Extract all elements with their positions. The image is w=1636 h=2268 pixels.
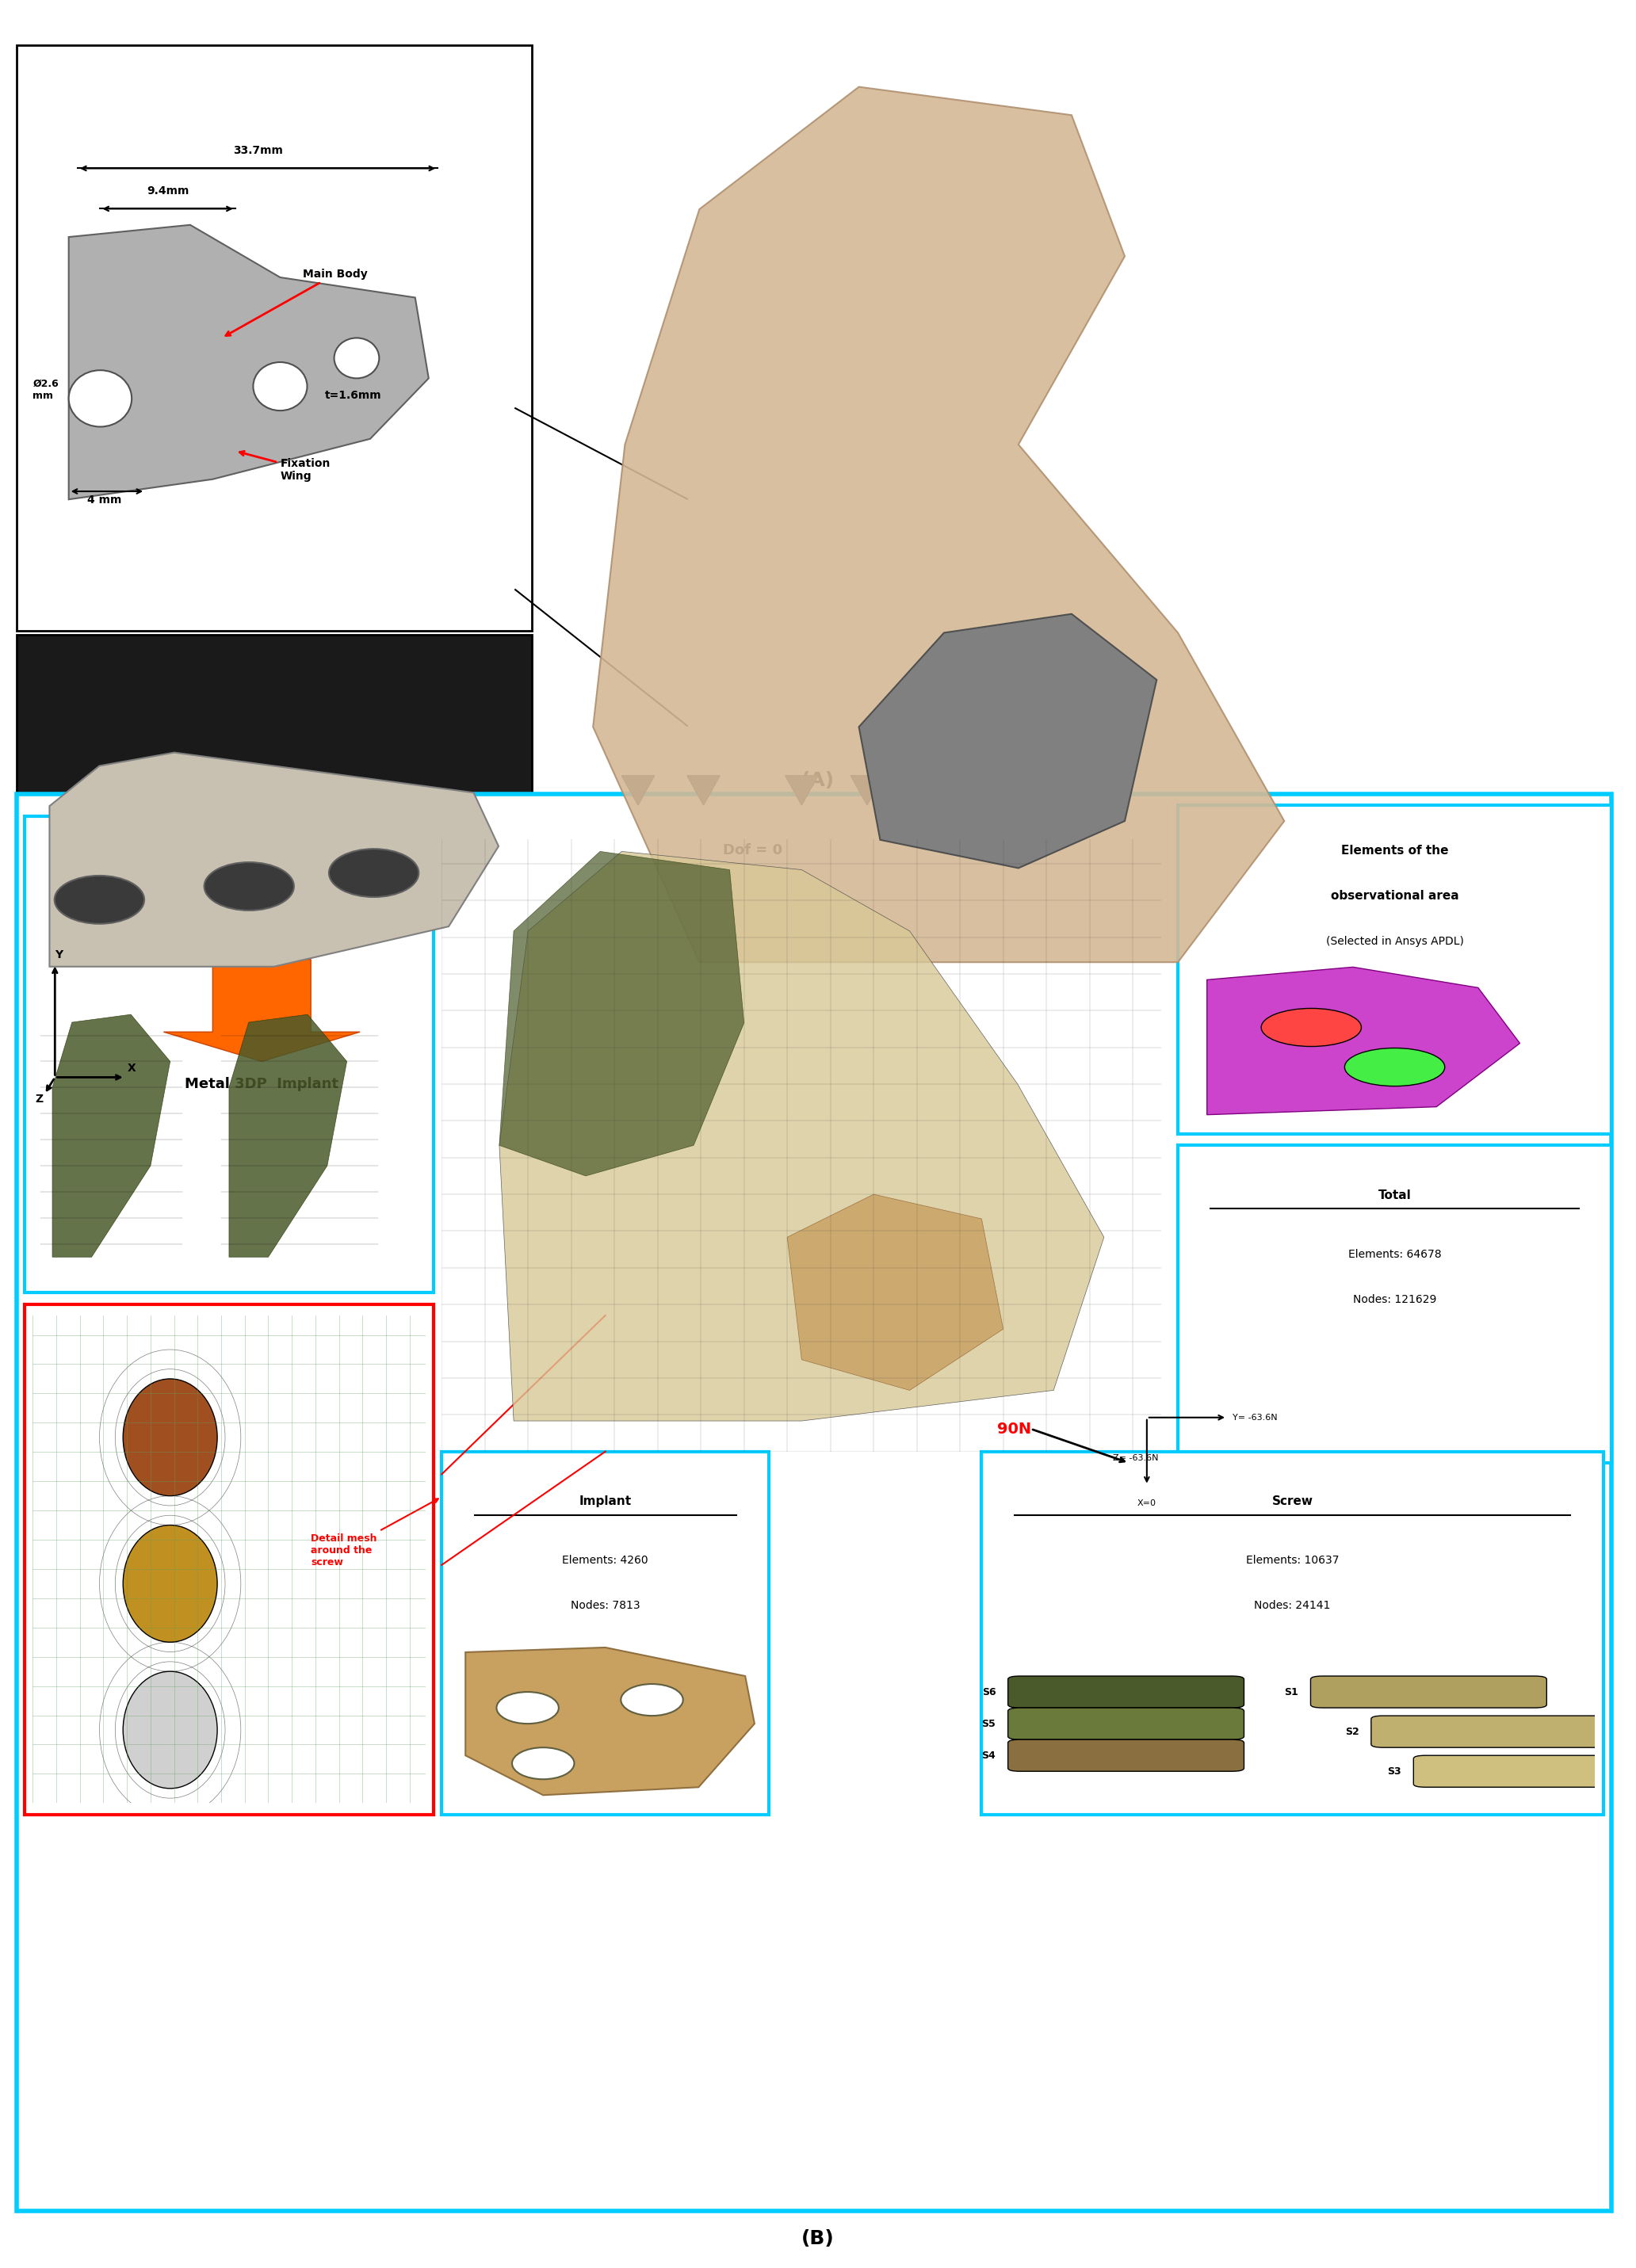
- Circle shape: [204, 862, 294, 909]
- FancyBboxPatch shape: [1414, 1755, 1636, 1787]
- Text: S5: S5: [982, 1719, 996, 1728]
- Circle shape: [329, 848, 419, 898]
- Polygon shape: [69, 225, 429, 499]
- Text: S1: S1: [1284, 1687, 1299, 1696]
- Polygon shape: [499, 850, 744, 1177]
- Text: t=1.6mm: t=1.6mm: [326, 390, 381, 401]
- Text: Y: Y: [54, 950, 62, 962]
- Polygon shape: [787, 1195, 1003, 1390]
- Text: Nodes: 24141: Nodes: 24141: [1255, 1601, 1330, 1610]
- Text: Total: Total: [1378, 1188, 1412, 1202]
- Circle shape: [123, 1379, 218, 1497]
- Polygon shape: [164, 959, 360, 1061]
- Text: 33.7mm: 33.7mm: [232, 145, 283, 156]
- Polygon shape: [622, 776, 654, 805]
- Polygon shape: [466, 1647, 754, 1796]
- Bar: [1178, 1145, 1611, 1463]
- Bar: [25, 1304, 434, 1814]
- Text: Elements: 10637: Elements: 10637: [1247, 1556, 1338, 1565]
- Polygon shape: [499, 850, 1104, 1420]
- Bar: [25, 816, 434, 1293]
- Text: (B): (B): [802, 2229, 834, 2248]
- Polygon shape: [859, 615, 1157, 869]
- Polygon shape: [594, 86, 1284, 962]
- Text: Y= -63.6N: Y= -63.6N: [1234, 1413, 1278, 1422]
- Bar: [1178, 805, 1611, 1134]
- Text: Elements of the: Elements of the: [1342, 844, 1448, 857]
- Bar: [982, 1452, 1603, 1814]
- Text: Nodes: 121629: Nodes: 121629: [1353, 1295, 1436, 1304]
- Circle shape: [512, 1746, 574, 1778]
- Circle shape: [1345, 1048, 1445, 1086]
- FancyBboxPatch shape: [1008, 1708, 1243, 1740]
- Circle shape: [254, 363, 308, 411]
- Text: Fixation
Wing: Fixation Wing: [240, 451, 330, 481]
- Bar: [16, 794, 1611, 2211]
- Text: 90N: 90N: [998, 1422, 1031, 1436]
- FancyBboxPatch shape: [1008, 1676, 1243, 1708]
- Text: Main Body: Main Body: [226, 268, 368, 336]
- FancyBboxPatch shape: [1310, 1676, 1546, 1708]
- Text: Mandible: Mandible: [124, 855, 187, 869]
- Bar: [442, 1452, 769, 1814]
- Circle shape: [334, 338, 380, 379]
- Circle shape: [54, 875, 144, 923]
- Text: Z= -63.6N: Z= -63.6N: [1112, 1454, 1158, 1463]
- Text: Elements: 4260: Elements: 4260: [563, 1556, 648, 1565]
- Polygon shape: [916, 776, 949, 805]
- Polygon shape: [687, 776, 720, 805]
- Polygon shape: [49, 753, 499, 966]
- Polygon shape: [1207, 966, 1520, 1116]
- Text: X: X: [128, 1064, 136, 1075]
- FancyBboxPatch shape: [1371, 1715, 1607, 1746]
- Text: Metal 3DP  Implant: Metal 3DP Implant: [185, 1077, 339, 1091]
- Circle shape: [1261, 1009, 1361, 1046]
- Text: S3: S3: [1387, 1767, 1402, 1776]
- Text: Nodes: 89675: Nodes: 89675: [118, 959, 193, 968]
- Polygon shape: [785, 776, 818, 805]
- Text: Screw: Screw: [1271, 1495, 1314, 1508]
- Bar: [16, 635, 532, 1050]
- Polygon shape: [229, 1014, 347, 1256]
- Text: Elements: 49781: Elements: 49781: [110, 914, 201, 923]
- Text: (A): (A): [802, 771, 834, 789]
- Text: X=0: X=0: [1137, 1499, 1157, 1506]
- Text: S4: S4: [982, 1751, 996, 1760]
- FancyBboxPatch shape: [1008, 1740, 1243, 1771]
- Bar: [16, 45, 532, 631]
- Polygon shape: [851, 776, 883, 805]
- Text: S2: S2: [1345, 1726, 1360, 1737]
- Circle shape: [123, 1672, 218, 1789]
- Text: (Selected in Ansys APDL): (Selected in Ansys APDL): [1325, 937, 1464, 946]
- Text: Nodes: 7813: Nodes: 7813: [571, 1601, 640, 1610]
- Text: 9.4mm: 9.4mm: [147, 186, 188, 197]
- Circle shape: [69, 370, 133, 426]
- Text: observational area: observational area: [1330, 889, 1459, 903]
- Text: S6: S6: [982, 1687, 996, 1696]
- Circle shape: [622, 1683, 684, 1715]
- Text: Ø2.6
mm: Ø2.6 mm: [33, 379, 59, 401]
- Polygon shape: [52, 1014, 170, 1256]
- Text: Elements: 64678: Elements: 64678: [1348, 1250, 1441, 1259]
- Circle shape: [123, 1524, 218, 1642]
- Text: Detail mesh
around the
screw: Detail mesh around the screw: [311, 1499, 438, 1567]
- Text: Z: Z: [36, 1093, 44, 1105]
- Text: Implant: Implant: [579, 1495, 631, 1508]
- Text: Dof = 0: Dof = 0: [723, 844, 782, 857]
- Circle shape: [497, 1692, 560, 1724]
- Text: 4 mm: 4 mm: [87, 494, 123, 506]
